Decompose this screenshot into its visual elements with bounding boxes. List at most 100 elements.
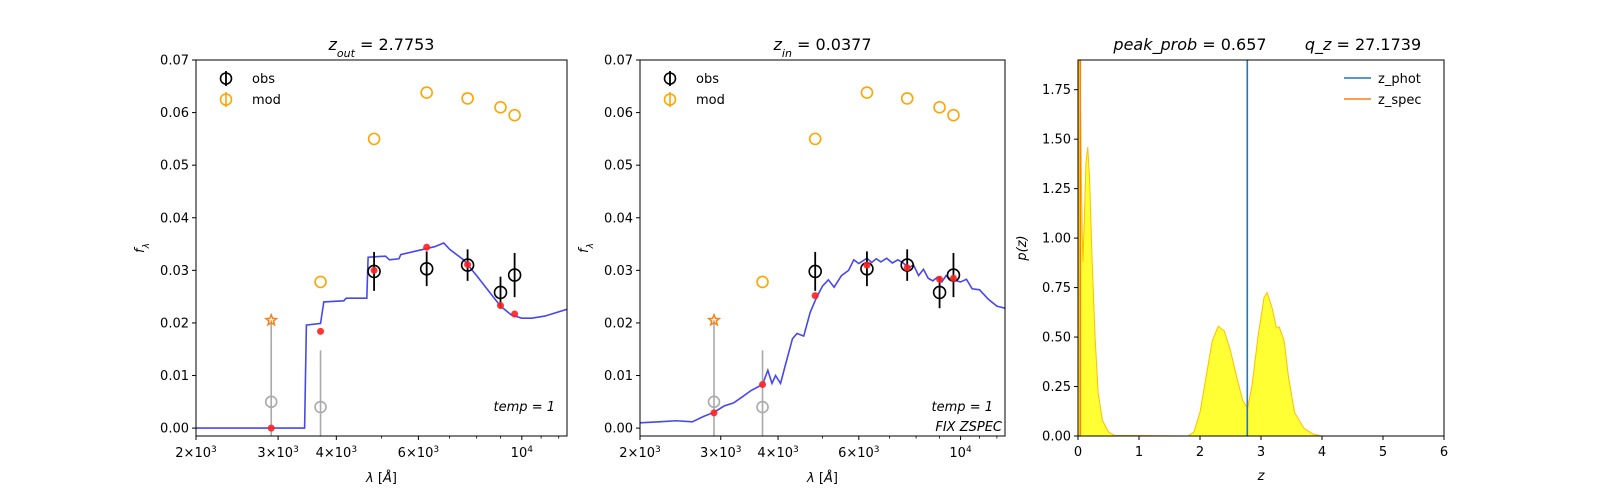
- axes-frame: [639, 59, 1006, 437]
- x-tick-label: 6×103: [398, 445, 439, 461]
- y-tick-label: 1.00: [1042, 232, 1071, 247]
- model-flux-point: [863, 261, 871, 269]
- model-flux-point: [370, 266, 378, 274]
- y-tick-label: 0.00: [160, 422, 189, 437]
- obs-point: [808, 264, 822, 279]
- model-flux-point: [317, 327, 325, 335]
- upper-limit-point: [756, 400, 769, 414]
- model-flux-point: [903, 264, 911, 272]
- obs-point: [419, 261, 434, 276]
- mod-point: [508, 108, 521, 122]
- y-axis-label: fλ: [133, 243, 152, 253]
- y-tick-label: 0.03: [160, 264, 189, 279]
- model-flux-point: [511, 310, 519, 318]
- legend-obs-label: obs: [252, 72, 275, 87]
- x-tick-label: 104: [949, 445, 972, 461]
- y-tick-label: 0.07: [604, 54, 633, 69]
- y-tick-label: 0.03: [604, 264, 633, 279]
- mod-point: [933, 101, 946, 114]
- x-tick-label: 3: [1257, 445, 1265, 460]
- model-flux-point: [759, 380, 767, 388]
- obs-point: [460, 258, 475, 272]
- model-flux-point: [267, 424, 275, 432]
- upper-limit-point: [264, 395, 278, 409]
- model-flux-point: [710, 409, 718, 417]
- template-annotation: temp = 1: [494, 400, 555, 415]
- legend-obs-marker: [663, 72, 677, 85]
- model-flux-point: [949, 274, 957, 282]
- x-tick-label: 5: [1379, 445, 1387, 460]
- y-tick-label: 0.01: [604, 369, 633, 384]
- y-tick-label: 0.00: [1042, 430, 1071, 445]
- y-axis-label: p(z): [1015, 235, 1030, 261]
- sed-panel-2: 0.00 0.01 0.02 0.03 0.04 0.05 0.06 0.07 2×103 3×1…: [577, 35, 1006, 486]
- legend-z-spec-label: z_spec: [1378, 93, 1422, 108]
- x-tick-label: 4×103: [316, 445, 357, 461]
- axes-frame: [195, 59, 568, 437]
- upper-limit-point: [707, 395, 721, 409]
- y-tick-label: 0.75: [1042, 281, 1071, 296]
- y-tick-label: 1.75: [1042, 83, 1071, 98]
- y-tick-label: 0.04: [160, 211, 189, 226]
- y-tick-label: 0.05: [160, 159, 189, 174]
- y-tick-label: 0.04: [604, 211, 633, 226]
- panel-title: zin = 0.0377: [773, 35, 872, 60]
- obs-point: [932, 285, 947, 300]
- mod-point: [756, 275, 769, 289]
- mod-point: [420, 86, 433, 99]
- mod-point: [314, 275, 327, 289]
- obs-point: [493, 285, 508, 300]
- legend-mod-marker: [663, 93, 677, 106]
- y-axis-label: fλ: [577, 243, 596, 253]
- x-axis-label: λ [Å]: [806, 470, 838, 486]
- qz-title: q_z = 27.1739: [1305, 35, 1421, 55]
- legend-obs-label: obs: [696, 72, 719, 87]
- panel-title: zout = 2.7753: [328, 35, 435, 60]
- x-tick-label: 1: [1135, 445, 1143, 460]
- upper-limit-star: [264, 312, 279, 327]
- legend-obs-marker: [219, 72, 233, 85]
- x-tick-label: 3×103: [700, 445, 741, 461]
- sed-panel-1: 0.00 0.01 0.02 0.03 0.04 0.05 0.06 0.07 2×103 3×1…: [133, 35, 568, 486]
- y-tick-label: 0.01: [160, 369, 189, 384]
- x-tick-label: 0: [1074, 445, 1082, 460]
- y-tick-label: 0.06: [604, 106, 633, 121]
- obs-point: [507, 268, 522, 282]
- plot-area: [196, 86, 567, 436]
- y-tick-label: 0.50: [1042, 331, 1071, 346]
- legend-mod-marker: [219, 93, 233, 106]
- legend-z-phot-label: z_phot: [1378, 72, 1421, 87]
- y-tick-label: 1.25: [1042, 182, 1071, 197]
- sed-line: [196, 242, 567, 429]
- pz-panel: 0 1 2 3 4 5 6 0.00 0.25 0.50 0.75 1.00 1.25 1.50 1.75 p…: [1015, 35, 1448, 484]
- model-flux-point: [464, 261, 472, 269]
- y-tick-label: 0.02: [160, 316, 189, 331]
- sed-line: [640, 257, 1005, 424]
- model-flux-point: [811, 292, 819, 300]
- model-flux-point: [423, 243, 431, 251]
- legend-mod-label: mod: [252, 93, 281, 108]
- model-flux-point: [496, 302, 504, 310]
- legend: obs mod: [663, 71, 725, 108]
- x-tick-label: 6: [1440, 445, 1448, 460]
- x-tick-label: 104: [511, 445, 534, 461]
- mod-point: [494, 101, 507, 114]
- peak-prob-title: peak_prob = 0.657: [1112, 35, 1266, 55]
- y-tick-label: 0.25: [1042, 380, 1071, 395]
- model-flux-point: [936, 275, 944, 283]
- obs-point: [367, 264, 381, 279]
- y-tick-label: 1.50: [1042, 133, 1071, 148]
- plot-area: [640, 86, 1005, 436]
- upper-limit-star: [706, 312, 722, 327]
- y-tick-label: 0.07: [160, 54, 189, 69]
- x-tick-label: 2×103: [619, 445, 660, 461]
- plot-area: [1078, 60, 1383, 436]
- x-tick-label: 3×103: [257, 445, 298, 461]
- x-axis-label: λ [Å]: [365, 470, 397, 486]
- fix-zspec-annotation: FIX ZSPEC: [935, 420, 1003, 435]
- mod-point: [367, 132, 381, 146]
- x-tick-label: 4: [1318, 445, 1326, 460]
- x-tick-label: 6×103: [838, 445, 879, 461]
- legend: obs mod: [219, 71, 281, 108]
